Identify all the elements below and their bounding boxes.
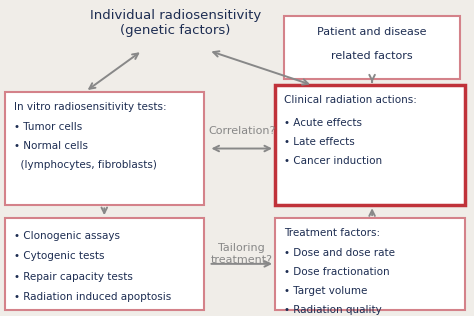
Text: Treatment factors:: Treatment factors: <box>284 228 381 238</box>
Text: • Radiation quality: • Radiation quality <box>284 305 382 315</box>
Text: • Normal cells: • Normal cells <box>14 141 88 151</box>
Text: Clinical radiation actions:: Clinical radiation actions: <box>284 95 417 106</box>
Text: • Cytogenic tests: • Cytogenic tests <box>14 251 105 261</box>
Text: • Late effects: • Late effects <box>284 137 355 148</box>
Text: (lymphocytes, fibroblasts): (lymphocytes, fibroblasts) <box>14 160 157 170</box>
Bar <box>5 92 204 205</box>
Text: Correlation?: Correlation? <box>208 126 275 137</box>
Bar <box>5 218 204 310</box>
Text: • Dose and dose rate: • Dose and dose rate <box>284 248 395 258</box>
Text: • Acute effects: • Acute effects <box>284 118 363 129</box>
Text: • Cancer induction: • Cancer induction <box>284 156 383 167</box>
Bar <box>275 85 465 205</box>
Text: Patient and disease: Patient and disease <box>317 27 427 37</box>
Text: related factors: related factors <box>331 51 413 61</box>
Text: In vitro radiosensitivity tests:: In vitro radiosensitivity tests: <box>14 102 167 112</box>
Text: • Target volume: • Target volume <box>284 286 368 296</box>
Text: Tailoring
treatment?: Tailoring treatment? <box>211 243 273 265</box>
Text: • Radiation induced apoptosis: • Radiation induced apoptosis <box>14 292 172 302</box>
Text: • Tumor cells: • Tumor cells <box>14 122 82 132</box>
Bar <box>284 16 460 79</box>
Text: • Repair capacity tests: • Repair capacity tests <box>14 272 133 282</box>
Bar <box>275 218 465 310</box>
Text: • Clonogenic assays: • Clonogenic assays <box>14 231 120 241</box>
Text: Individual radiosensitivity
(genetic factors): Individual radiosensitivity (genetic fac… <box>90 9 261 38</box>
Text: • Dose fractionation: • Dose fractionation <box>284 267 390 277</box>
